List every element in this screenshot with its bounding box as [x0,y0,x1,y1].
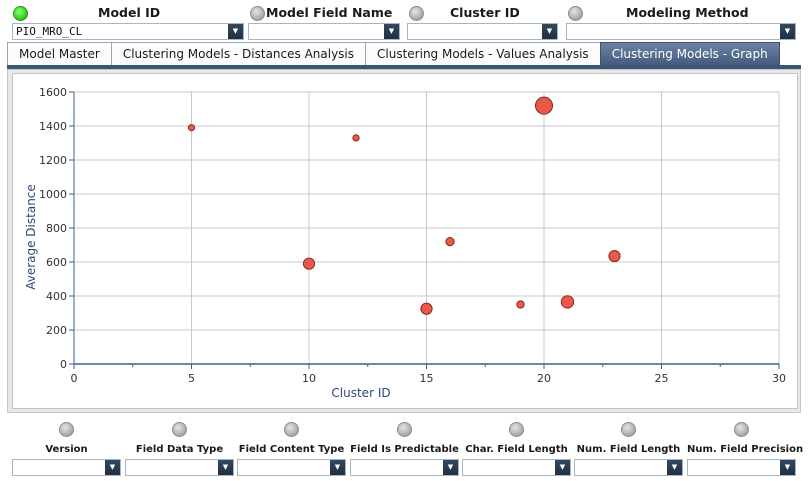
data-point [420,302,433,315]
tab-underline [7,65,801,69]
chevron-down-icon[interactable]: ▼ [330,460,345,475]
bottom-filter-bar: Version ▼ Field Data Type ▼ Field Content Ty… [0,417,808,481]
x-tick-label: 20 [537,372,551,385]
chevron-down-icon[interactable]: ▼ [443,460,458,475]
x-tick-label: 30 [772,372,786,385]
chevron-down-icon[interactable]: ▼ [105,460,120,475]
y-tick-label: 1600 [39,86,67,99]
tab-bar: Model Master Clustering Models - Distanc… [7,42,780,66]
bottom-filter-3: Field Is Predictable ▼ [350,422,459,480]
y-tick-label: 0 [60,358,67,371]
data-point [534,96,554,115]
filter-label-model-id: Model ID [98,5,161,20]
x-tick-label: 5 [188,372,195,385]
y-tick-label: 400 [46,290,67,303]
filter-label-modeling-method: Modeling Method [626,5,749,20]
x-axis-label: Cluster ID [331,386,390,400]
data-point [445,236,455,247]
chart-area: 0 200 400 600 800 1000 1200 1400 1600 0 5 10 15 20 25 3… [12,73,798,409]
data-point [516,300,525,309]
bottom-filter-2: Field Content Type ▼ [237,422,346,480]
axis-layer: 0 200 400 600 800 1000 1200 1400 1600 0 5 10 15 20 25 3… [39,86,786,385]
bottom-filter-label: Field Content Type [238,444,345,455]
data-point [302,257,316,270]
x-tick-label: 0 [71,372,78,385]
y-tick-label: 200 [46,324,67,337]
status-dot-icon[interactable] [397,422,412,437]
status-dot-icon[interactable] [13,6,28,21]
y-tick-label: 800 [46,222,67,235]
chevron-down-icon[interactable]: ▼ [555,460,570,475]
graph-panel: 0 200 400 600 800 1000 1200 1400 1600 0 5 10 15 20 25 3… [7,69,801,413]
bottom-filter-dropdown[interactable]: ▼ [350,459,459,476]
status-dot-icon[interactable] [509,422,524,437]
filter-modeling-method: Modeling Method ▼ [565,4,797,42]
filter-model-id: Model ID PIO_MRO_CL ▼ [10,4,244,42]
bottom-filter-label: Num. Field Precision [687,444,804,455]
y-axis-label: Average Distance [24,184,38,290]
scatter-chart: 0 200 400 600 800 1000 1200 1400 1600 0 5 10 15 20 25 3… [24,86,786,400]
chevron-down-icon[interactable]: ▼ [780,24,795,39]
tab-distances-analysis[interactable]: Clustering Models - Distances Analysis [110,42,367,66]
bottom-filter-1: Field Data Type ▼ [125,422,234,480]
bottom-filter-dropdown[interactable]: ▼ [462,459,571,476]
filter-model-field-name: Model Field Name ▼ [248,4,401,42]
chevron-down-icon[interactable]: ▼ [667,460,682,475]
bottom-filter-label: Version [45,444,88,455]
chevron-down-icon[interactable]: ▼ [228,24,243,39]
bottom-filter-6: Num. Field Precision ▼ [687,422,804,480]
bottom-filter-dropdown[interactable]: ▼ [12,459,121,476]
bottom-filter-dropdown[interactable]: ▼ [125,459,234,476]
chevron-down-icon[interactable]: ▼ [218,460,233,475]
status-dot-icon[interactable] [621,422,636,437]
bottom-filter-label: Field Is Predictable [350,444,459,455]
point-layer [187,96,621,315]
x-tick-label: 10 [302,372,316,385]
model-id-value: PIO_MRO_CL [16,25,83,38]
model-field-name-dropdown[interactable]: ▼ [248,23,400,40]
filter-cluster-id: Cluster ID ▼ [406,4,559,42]
chevron-down-icon[interactable]: ▼ [384,24,399,39]
bottom-filter-dropdown[interactable]: ▼ [687,459,796,476]
bottom-filter-4: Char. Field Length ▼ [462,422,571,480]
data-point [187,124,196,132]
filter-label-model-field-name: Model Field Name [266,5,393,20]
y-tick-label: 1000 [39,188,67,201]
x-tick-label: 25 [655,372,669,385]
y-tick-label: 1200 [39,154,67,167]
status-dot-icon[interactable] [409,6,424,21]
chevron-down-icon[interactable]: ▼ [542,24,557,39]
status-dot-icon[interactable] [250,6,265,21]
status-dot-icon[interactable] [734,422,749,437]
bottom-filter-label: Num. Field Length [576,444,681,455]
model-id-dropdown[interactable]: PIO_MRO_CL ▼ [12,23,244,40]
bottom-filter-5: Num. Field Length ▼ [574,422,683,480]
status-dot-icon[interactable] [59,422,74,437]
bottom-filter-0: Version ▼ [12,422,121,480]
bottom-filter-label: Char. Field Length [465,444,568,455]
data-point [560,295,575,309]
status-dot-icon[interactable] [568,6,583,21]
cluster-id-dropdown[interactable]: ▼ [407,23,558,40]
tab-graph[interactable]: Clustering Models - Graph [599,42,780,66]
x-tick-label: 15 [420,372,434,385]
tab-values-analysis[interactable]: Clustering Models - Values Analysis [365,42,601,66]
bottom-filter-label: Field Data Type [135,444,224,455]
bottom-filter-dropdown[interactable]: ▼ [237,459,346,476]
y-tick-label: 1400 [39,120,67,133]
status-dot-icon[interactable] [284,422,299,437]
bottom-filter-dropdown[interactable]: ▼ [574,459,683,476]
tab-model-master[interactable]: Model Master [7,42,112,66]
modeling-method-dropdown[interactable]: ▼ [566,23,796,40]
chevron-down-icon[interactable]: ▼ [780,460,795,475]
grid-layer [74,91,780,365]
filter-label-cluster-id: Cluster ID [450,5,520,20]
data-point [352,134,360,142]
y-tick-label: 600 [46,256,67,269]
data-point [608,249,621,263]
status-dot-icon[interactable] [172,422,187,437]
